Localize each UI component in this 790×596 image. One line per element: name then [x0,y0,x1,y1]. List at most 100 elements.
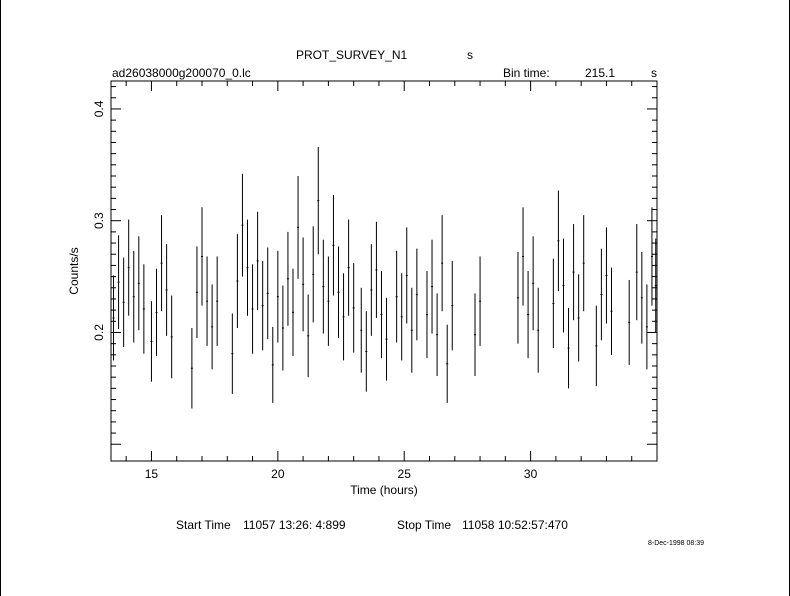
data-point [425,271,428,359]
x-tick-label: 30 [524,467,538,481]
x-tick-label: 20 [271,467,285,481]
data-point [155,268,158,356]
y-tick-label: 0.4 [92,100,106,117]
data-point [600,248,603,341]
data-point [410,287,413,373]
data-point [527,271,530,359]
bin-time-unit: s [651,66,657,80]
data-point [572,224,575,321]
data-point [628,279,631,365]
data-point [431,239,434,334]
data-point [415,248,418,341]
data-point [365,311,368,392]
data-point [635,224,638,321]
start-time-label: Start Time [176,518,231,532]
data-point [271,326,274,403]
data-point [532,236,535,331]
data-point [251,264,254,354]
data-point [582,215,585,312]
data-point [537,287,540,373]
data-point [552,258,555,349]
data-point [241,173,244,277]
data-point [190,328,193,409]
data-point [380,271,383,359]
data-point [292,268,294,356]
data-point [317,146,320,255]
data-point [342,273,345,361]
data-point [436,293,439,377]
date-stamp: 8-Dec-1998 08:39 [648,540,705,547]
data-point [562,238,565,333]
y-axis-label: Counts/s [67,247,81,294]
stop-time-value: 11058 10:52:57:470 [462,518,568,532]
data-points [112,146,657,409]
data-point [266,247,269,340]
data-point [474,293,476,377]
stop-time-label: Stop Time [397,518,452,532]
data-point [610,267,613,355]
data-point [640,252,643,344]
plot-frame [110,80,658,462]
x-tick-label: 25 [398,467,412,481]
data-point [302,237,305,332]
data-point [216,256,219,346]
data-point [654,238,657,333]
data-point [201,207,203,306]
data-point [522,207,525,306]
data-point [236,234,239,328]
data-point [211,284,214,370]
data-point [400,273,403,361]
data-point [347,219,350,316]
data-point [112,275,115,361]
data-point [261,260,264,351]
data-point [231,313,234,394]
data-point [281,285,284,371]
data-point [516,252,519,344]
data-point [441,215,444,312]
data-point [165,244,168,336]
data-point [195,246,198,339]
data-point [605,227,608,324]
data-point [352,263,355,353]
data-point [557,190,560,292]
bin-time-label: Bin time: [503,66,550,80]
x-tick-label: 15 [145,467,159,481]
chart-title: PROT_SURVEY_N1 [296,48,408,62]
data-point [567,307,570,389]
data-point [405,227,408,324]
data-point [577,274,580,362]
data-point [385,297,388,381]
data-point [332,195,335,296]
data-point [256,211,259,311]
start-time-value: 11057 13:26: 4:899 [243,518,346,532]
data-point [337,246,340,339]
data-point [595,305,598,387]
data-point [451,260,454,351]
data-point [395,250,398,343]
data-point [360,287,363,373]
data-point [650,207,653,306]
data-point [479,256,482,346]
data-point [375,221,378,318]
data-point [127,219,130,316]
data-point [246,219,249,316]
data-point [286,231,289,326]
data-point [206,256,209,346]
data-point [322,239,325,334]
file-name: ad26038000g200070_0.lc [112,66,251,80]
x-axis-label: Time (hours) [350,483,418,497]
window-left-border [0,0,1,596]
data-point [307,294,310,378]
data-point [160,215,163,312]
bin-time-value: 215.1 [585,66,616,80]
data-point [370,244,373,336]
data-point [122,257,125,347]
data-point [297,176,300,279]
y-tick-label: 0.3 [92,212,106,229]
data-point [645,284,648,370]
y-tick-label: 0.2 [92,324,106,341]
data-point [276,250,279,343]
data-point [132,250,135,343]
data-point [117,235,120,330]
